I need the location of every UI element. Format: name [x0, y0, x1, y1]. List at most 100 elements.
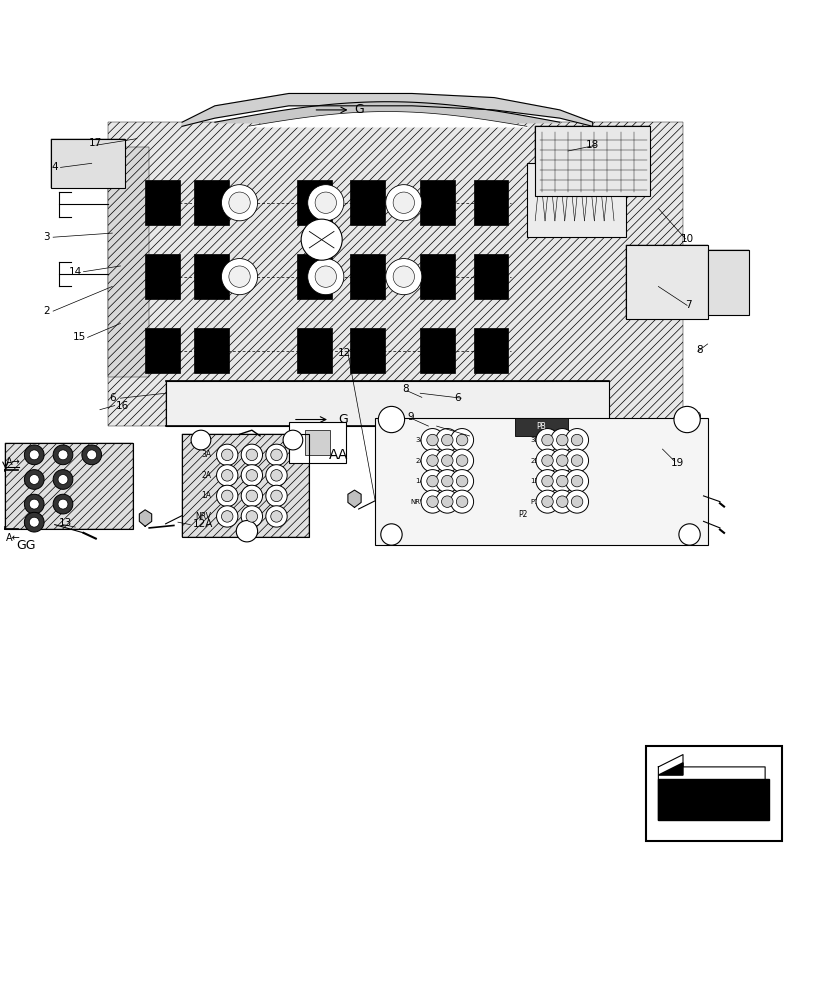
Circle shape: [241, 506, 263, 527]
Circle shape: [421, 449, 444, 472]
Bar: [625, 245, 708, 319]
Polygon shape: [658, 763, 683, 775]
Circle shape: [191, 430, 211, 450]
Circle shape: [25, 494, 44, 514]
Circle shape: [421, 470, 444, 493]
Text: 8: 8: [402, 384, 409, 394]
Text: NRV: NRV: [195, 512, 212, 521]
Circle shape: [271, 511, 283, 522]
Bar: [515, 418, 568, 436]
Bar: [182, 434, 309, 537]
Circle shape: [456, 434, 468, 446]
Text: 8: 8: [696, 345, 703, 355]
Circle shape: [386, 259, 422, 295]
Circle shape: [550, 470, 574, 493]
Text: 1A: 1A: [415, 478, 424, 484]
Circle shape: [25, 445, 44, 465]
Circle shape: [451, 429, 474, 452]
Circle shape: [307, 259, 344, 295]
Bar: [305, 430, 330, 455]
Circle shape: [271, 449, 283, 461]
Bar: [350, 254, 385, 299]
Circle shape: [536, 429, 559, 452]
Bar: [289, 422, 346, 463]
Bar: [182, 434, 309, 537]
Circle shape: [451, 490, 474, 513]
Text: 9: 9: [407, 412, 414, 422]
Text: PB: PB: [536, 422, 545, 431]
Circle shape: [436, 470, 459, 493]
Circle shape: [246, 470, 258, 481]
Circle shape: [241, 465, 263, 486]
Circle shape: [229, 192, 250, 213]
Circle shape: [222, 259, 258, 295]
Bar: [350, 328, 385, 373]
Circle shape: [301, 219, 342, 260]
Circle shape: [393, 192, 414, 213]
Text: 1A: 1A: [202, 491, 212, 500]
Circle shape: [536, 490, 559, 513]
Circle shape: [241, 444, 263, 466]
Text: 1B: 1B: [530, 478, 539, 484]
Circle shape: [436, 429, 459, 452]
Circle shape: [571, 455, 583, 466]
Text: 3: 3: [43, 232, 50, 242]
Bar: [708, 250, 749, 315]
Circle shape: [266, 506, 288, 527]
Polygon shape: [658, 755, 765, 820]
Bar: [145, 328, 180, 373]
Bar: [474, 254, 508, 299]
Circle shape: [456, 475, 468, 487]
Circle shape: [427, 475, 438, 487]
Text: G: G: [354, 103, 364, 116]
Bar: [145, 180, 180, 225]
Bar: [535, 126, 650, 196]
Circle shape: [271, 470, 283, 481]
Circle shape: [217, 465, 238, 486]
Circle shape: [386, 185, 422, 221]
Bar: [108, 122, 683, 426]
Bar: [108, 147, 149, 377]
Circle shape: [82, 445, 101, 465]
Circle shape: [222, 470, 233, 481]
Bar: [535, 126, 650, 196]
Text: 14: 14: [68, 267, 82, 277]
Circle shape: [381, 524, 402, 545]
Text: 12A: 12A: [192, 519, 213, 529]
Text: 3A: 3A: [415, 437, 424, 443]
Circle shape: [541, 455, 553, 466]
Text: 12: 12: [338, 348, 351, 358]
Circle shape: [536, 470, 559, 493]
Bar: [708, 250, 749, 315]
Circle shape: [550, 490, 574, 513]
Circle shape: [456, 455, 468, 466]
Bar: [6, 443, 133, 529]
Circle shape: [307, 185, 344, 221]
Circle shape: [246, 511, 258, 522]
Circle shape: [427, 496, 438, 507]
Circle shape: [556, 434, 568, 446]
Circle shape: [58, 475, 68, 484]
Text: 18: 18: [586, 140, 599, 150]
Circle shape: [456, 496, 468, 507]
Text: 19: 19: [428, 458, 442, 468]
Circle shape: [550, 429, 574, 452]
Circle shape: [25, 470, 44, 489]
Bar: [6, 443, 133, 529]
Text: 13: 13: [59, 518, 72, 528]
Circle shape: [30, 475, 40, 484]
Text: A←: A←: [6, 533, 21, 543]
Bar: [420, 328, 455, 373]
Bar: [50, 139, 124, 188]
Circle shape: [436, 490, 459, 513]
Text: P1: P1: [531, 499, 539, 505]
Circle shape: [30, 499, 40, 509]
Bar: [166, 381, 609, 426]
Text: 16: 16: [116, 401, 129, 411]
Circle shape: [229, 266, 250, 287]
Circle shape: [58, 450, 68, 460]
Bar: [420, 254, 455, 299]
Bar: [646, 746, 781, 841]
Text: 3A: 3A: [202, 450, 212, 459]
Text: 2A: 2A: [202, 471, 212, 480]
